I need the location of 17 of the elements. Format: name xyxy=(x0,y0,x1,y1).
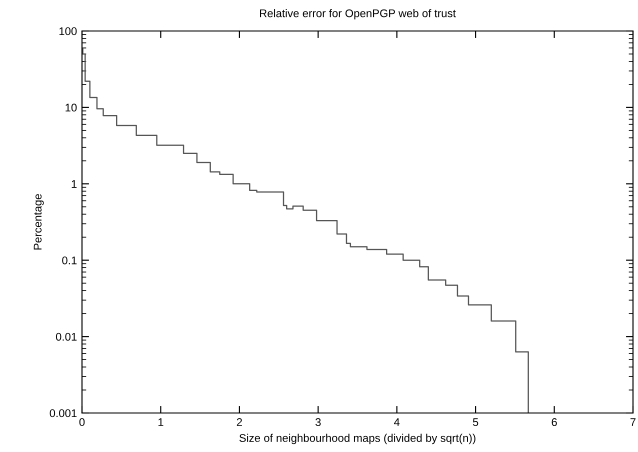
x-tick-label: 7 xyxy=(630,418,636,426)
x-tick-label: 6 xyxy=(552,418,557,426)
y-tick-label: 0.001 xyxy=(50,409,77,418)
y-tick-label: 100 xyxy=(59,27,77,36)
y-tick-label: 0.01 xyxy=(56,332,77,341)
x-tick-label: 3 xyxy=(315,418,321,426)
chart-title: Relative error for OpenPGP web of trust xyxy=(260,9,456,20)
x-tick-label: 1 xyxy=(158,418,164,426)
x-tick-label: 4 xyxy=(394,418,400,426)
y-axis-title: Percentage xyxy=(34,194,44,250)
x-tick-label: 2 xyxy=(236,418,242,426)
y-tick-label: 1 xyxy=(72,180,77,188)
x-axis-title: Size of neighbourhood maps (divided by sqrt(n)) xyxy=(239,434,476,444)
y-tick-label: 0.1 xyxy=(62,256,77,264)
x-tick-label: 0 xyxy=(79,418,85,426)
x-tick-label: 5 xyxy=(472,418,478,426)
y-tick-label: 10 xyxy=(66,104,77,112)
